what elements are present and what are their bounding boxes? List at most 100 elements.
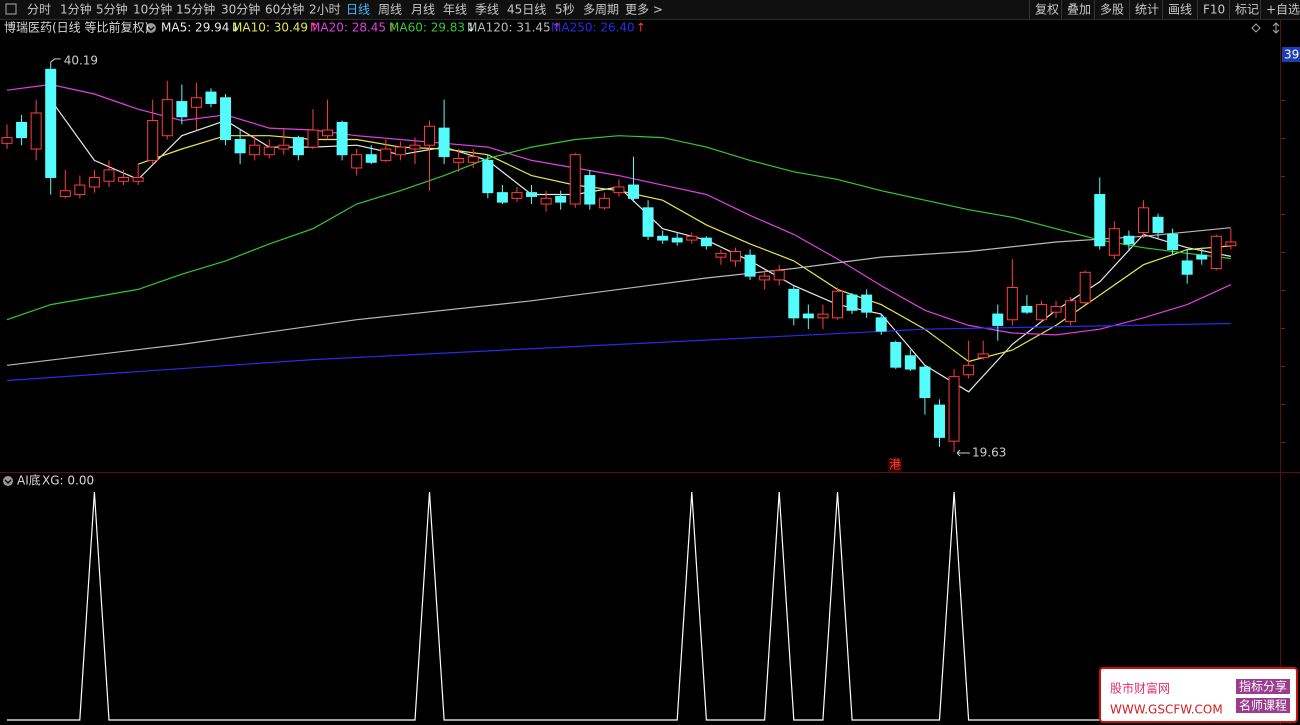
legend-entry[interactable]: MA20: 28.45 [310,21,386,35]
legend-entry[interactable]: MA10: 30.49 [232,21,308,35]
toolbar-button[interactable]: F10 [1203,3,1225,17]
toolbar-button[interactable]: +自选 [1266,3,1300,17]
legend-trend: ↑ [636,21,646,35]
toolbar-button[interactable]: 统计 [1135,3,1159,17]
candle-body [948,376,960,442]
candle-body [1196,254,1208,260]
indicator-line [6,83,1232,336]
axis-price-label: 39. [1284,48,1300,62]
toolbar-tab[interactable]: 月线 [411,3,435,17]
legend-icon-arrow [147,26,155,31]
candle-body [394,146,406,156]
legend-trend: ↓ [466,21,476,35]
toolbar-tab[interactable]: 5秒 [555,3,575,17]
toolbar-button[interactable]: 标记 [1235,3,1259,17]
candle-body [700,237,712,247]
legend-icon[interactable] [146,23,156,33]
toolbar-tab[interactable]: 5分钟 [96,2,128,17]
candle-body [1065,300,1077,323]
legend-entry[interactable]: MA120: 31.45 [467,21,551,35]
candle-body [365,154,377,163]
candle-body [234,139,246,154]
toolbar-tab[interactable]: 1分钟 [60,2,92,17]
watermark-tag-box [1236,679,1290,694]
candle-body [1094,194,1106,247]
toolbar-tab[interactable]: 周线 [378,3,402,17]
candle-body [831,290,843,319]
toolbar-tab[interactable]: 10分钟 [133,2,172,17]
legend-entry[interactable]: MA60: 29.83 [389,21,465,35]
toolbar-tab[interactable]: 季线 [475,3,499,17]
toolbar-tab[interactable]: 更多 > [625,3,663,17]
toolbar-button[interactable]: 多股 [1100,3,1124,17]
candle-body [351,154,363,169]
candle-body [657,235,669,241]
indicator-title: AI底 [17,473,41,488]
indicator-line [7,491,1231,721]
candle-body [846,294,858,311]
candle-body [292,137,304,156]
candle-body [118,176,130,182]
max-label: 40.19 [64,53,98,67]
badge: 港 [889,458,901,472]
indicator-line [6,135,1231,321]
watermark-title: 股市财富网 [1110,681,1170,696]
toolbar-tab[interactable]: 2小时 [309,3,341,17]
candle-body [642,207,654,237]
legend-entry[interactable]: MA250: 26.40 [551,21,635,35]
stock-title: 博瑞医药(日线 等比前复权) [4,20,149,35]
candle-body [933,404,945,438]
candle-body [45,68,57,178]
icon-diamond[interactable] [1251,23,1261,33]
candle-body [59,190,71,197]
candle-body [176,101,188,118]
toolbar-tab[interactable]: 30分钟 [221,2,260,17]
indicator-icon[interactable] [3,476,13,486]
candle-body [1137,207,1149,233]
candle-body [1,137,13,144]
candle-body [904,355,916,370]
candle-body [16,121,28,139]
candle-body [875,317,887,332]
candle-body [74,184,86,196]
toolbar-tab[interactable]: 日线 [346,3,370,17]
indicator-line [137,135,1231,363]
watermark: 股市财富网 WWW.GSCFW.COM 指标分享 名师课程 [1099,667,1298,723]
candle-body [147,120,159,161]
toolbar-tab[interactable]: 多周期 [583,3,619,17]
indicator-icon-arrow [4,479,12,484]
toolbar-button[interactable]: 叠加 [1067,3,1091,17]
candle-body [482,159,494,194]
indicator-line [6,227,1231,366]
toolbar-icon[interactable] [5,3,17,15]
candle-body [992,313,1004,326]
legend-trend: ↑ [309,21,319,35]
candle-body [307,129,319,148]
legend-entry[interactable]: MA5: 29.94 [161,21,229,35]
icon-resize[interactable] [1272,22,1280,34]
toolbar-tab[interactable]: 60分钟 [265,2,304,17]
candle-body [1050,305,1062,313]
min-label: 19.63 [972,445,1006,459]
toolbar-button[interactable]: 画线 [1168,3,1192,17]
candle-body [584,175,596,205]
toolbar-tab[interactable]: 分时 [27,3,51,17]
badge-box [888,458,902,472]
candle-body [569,154,581,205]
watermark-url: WWW.GSCFW.COM [1110,703,1223,717]
candle-body [628,184,640,199]
candle-body [1152,216,1164,233]
candle-body [890,342,902,368]
toolbar-tab[interactable]: 年线 [443,3,467,17]
candle-body [744,254,756,277]
candle-body [438,127,450,158]
toolbar-tab[interactable]: 15分钟 [176,2,215,17]
toolbar-button[interactable]: 复权 [1035,3,1059,17]
toolbar-tab[interactable]: 45日线 [507,3,546,17]
candle-body [861,294,873,313]
candle-body [1225,241,1237,247]
candle-body [161,99,173,137]
candle-body [1006,286,1018,321]
